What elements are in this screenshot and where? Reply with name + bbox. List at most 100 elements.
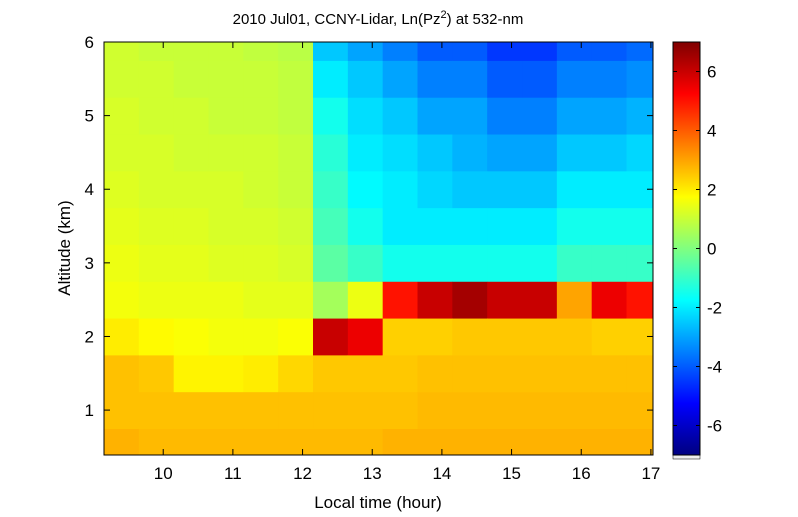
- heatmap-cell: [347, 428, 384, 455]
- heatmap-cell: [487, 42, 523, 61]
- heatmap-cell: [452, 207, 488, 245]
- heatmap-cell: [313, 318, 349, 356]
- heatmap-cell: [208, 60, 244, 98]
- x-tick-label: 11: [224, 464, 242, 483]
- heatmap-cell: [452, 318, 488, 356]
- heatmap-cell: [313, 170, 349, 209]
- heatmap-cell: [487, 170, 523, 209]
- x-tick-label: 17: [641, 464, 660, 483]
- heatmap-cell: [347, 318, 384, 356]
- heatmap-cell: [278, 134, 314, 172]
- heatmap-cell: [347, 281, 384, 319]
- colorbar-tick-label: -4: [707, 358, 722, 377]
- heatmap-cell: [452, 97, 488, 135]
- heatmap-cell: [556, 97, 593, 135]
- heatmap-cell: [556, 207, 593, 245]
- heatmap-cell: [452, 281, 488, 319]
- heatmap-cell: [417, 134, 453, 172]
- heatmap-cell: [347, 42, 384, 61]
- heatmap-cell: [173, 318, 210, 356]
- heatmap-cell: [173, 428, 210, 455]
- heatmap-cell: [138, 42, 175, 61]
- y-tick-label: 1: [85, 401, 94, 420]
- colorbar-tick-label: 2: [707, 181, 716, 200]
- heatmap-cell: [278, 318, 314, 356]
- heatmap-cell: [522, 428, 558, 455]
- x-tick-label: 15: [502, 464, 521, 483]
- heatmap-cell: [313, 428, 349, 455]
- heatmap-cell: [208, 207, 244, 245]
- heatmap-cell: [347, 244, 384, 282]
- heatmap-cell: [487, 60, 523, 98]
- heatmap-cell: [313, 207, 349, 245]
- y-tick-label: 5: [85, 107, 94, 126]
- heatmap-cell: [522, 244, 558, 282]
- heatmap-cell: [556, 244, 593, 282]
- heatmap-cell: [382, 207, 419, 245]
- plot-frame: [103, 41, 654, 456]
- heatmap-cell: [626, 207, 653, 245]
- heatmap-cell: [243, 170, 279, 209]
- heatmap-cell: [138, 97, 175, 135]
- heatmap-cell: [452, 428, 488, 455]
- heatmap-cell: [243, 207, 279, 245]
- heatmap-cell: [278, 207, 314, 245]
- y-tick-label: 4: [85, 180, 94, 199]
- heatmap-cell: [556, 42, 593, 61]
- heatmap-cell: [243, 354, 279, 393]
- heatmap-cell: [138, 354, 175, 393]
- heatmap-cell: [278, 170, 314, 209]
- heatmap-cell: [173, 170, 210, 209]
- heatmap-cell: [382, 170, 419, 209]
- heatmap-cell: [313, 391, 349, 429]
- heatmap-cell: [487, 354, 523, 393]
- heatmap-cell: [522, 60, 558, 98]
- heatmap-cell: [173, 134, 210, 172]
- heatmap-cell: [208, 97, 244, 135]
- heatmap-cell: [347, 170, 384, 209]
- heatmap: [104, 42, 653, 455]
- heatmap-cell: [556, 428, 593, 455]
- heatmap-cell: [522, 42, 558, 61]
- heatmap-cell: [138, 60, 175, 98]
- heatmap-cell: [382, 42, 419, 61]
- heatmap-cell: [104, 207, 140, 245]
- heatmap-cell: [591, 318, 628, 356]
- heatmap-cell: [104, 60, 140, 98]
- heatmap-cell: [278, 354, 314, 393]
- heatmap-cell: [591, 354, 628, 393]
- heatmap-cell: [626, 42, 653, 61]
- heatmap-cell: [138, 134, 175, 172]
- x-tick-label: 14: [432, 464, 451, 483]
- heatmap-cell: [138, 244, 175, 282]
- title-part: 2010 Jul01, CCNY-Lidar, Ln(Pz: [233, 11, 441, 28]
- heatmap-cell: [452, 60, 488, 98]
- heatmap-cell: [173, 42, 210, 61]
- heatmap-cell: [278, 42, 314, 61]
- heatmap-cell: [417, 170, 453, 209]
- heatmap-cell: [208, 244, 244, 282]
- heatmap-cell: [452, 244, 488, 282]
- heatmap-cell: [417, 207, 453, 245]
- heatmap-cell: [382, 391, 419, 429]
- y-axis-label: Altitude (km): [55, 200, 74, 295]
- heatmap-cell: [382, 318, 419, 356]
- heatmap-cell: [138, 281, 175, 319]
- heatmap-cell: [382, 244, 419, 282]
- heatmap-cell: [243, 244, 279, 282]
- heatmap-cell: [417, 354, 453, 393]
- heatmap-cell: [556, 318, 593, 356]
- heatmap-cell: [487, 281, 523, 319]
- heatmap-cell: [208, 281, 244, 319]
- heatmap-cell: [522, 207, 558, 245]
- heatmap-cell: [626, 170, 653, 209]
- heatmap-cell: [138, 318, 175, 356]
- heatmap-cell: [138, 170, 175, 209]
- heatmap-cell: [522, 170, 558, 209]
- title-sup: 2: [441, 9, 447, 21]
- colorbar-tick-label: 0: [707, 240, 716, 259]
- heatmap-cell: [243, 134, 279, 172]
- heatmap-cell: [522, 354, 558, 393]
- heatmap-cell: [104, 428, 140, 455]
